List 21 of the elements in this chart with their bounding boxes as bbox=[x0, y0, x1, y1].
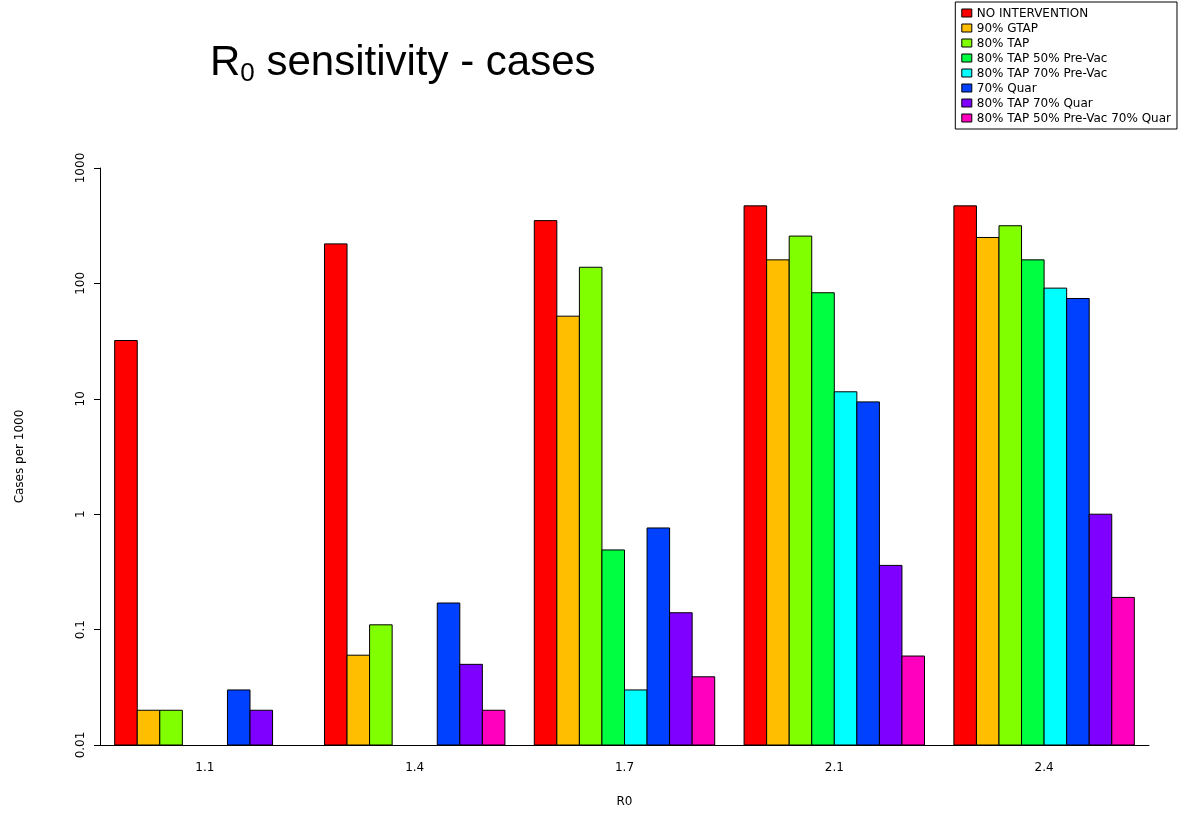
x-tick-label: 2.1 bbox=[824, 760, 844, 774]
legend-label: 80% TAP bbox=[976, 36, 1030, 50]
y-tick-label: 100 bbox=[73, 271, 87, 295]
y-tick-label: 0.1 bbox=[73, 620, 87, 640]
x-tick-label: 2.4 bbox=[1034, 760, 1054, 774]
y-tick-label: 0.01 bbox=[73, 731, 87, 759]
y-axis-title: Cases per 1000 bbox=[12, 409, 26, 504]
x-axis-title: R0 bbox=[616, 794, 633, 808]
x-tick-label: 1.7 bbox=[614, 760, 635, 774]
y-tick-label: 1 bbox=[73, 510, 87, 519]
legend-label: NO INTERVENTION bbox=[976, 6, 1089, 20]
x-tick-label: 1.4 bbox=[405, 760, 425, 774]
legend-label: 80% TAP 70% Pre-Vac bbox=[976, 66, 1108, 80]
y-tick-label: 10 bbox=[73, 391, 87, 407]
legend-label: 80% TAP 50% Pre-Vac bbox=[976, 51, 1108, 65]
legend-label: 70% Quar bbox=[976, 81, 1037, 95]
x-tick-label: 1.1 bbox=[195, 760, 215, 774]
legend-label: 80% TAP 50% Pre-Vac 70% Quar bbox=[976, 111, 1172, 125]
y-tick-label: 1000 bbox=[73, 152, 87, 184]
legend-label: 80% TAP 70% Quar bbox=[976, 96, 1093, 110]
legend-label: 90% GTAP bbox=[976, 21, 1038, 35]
